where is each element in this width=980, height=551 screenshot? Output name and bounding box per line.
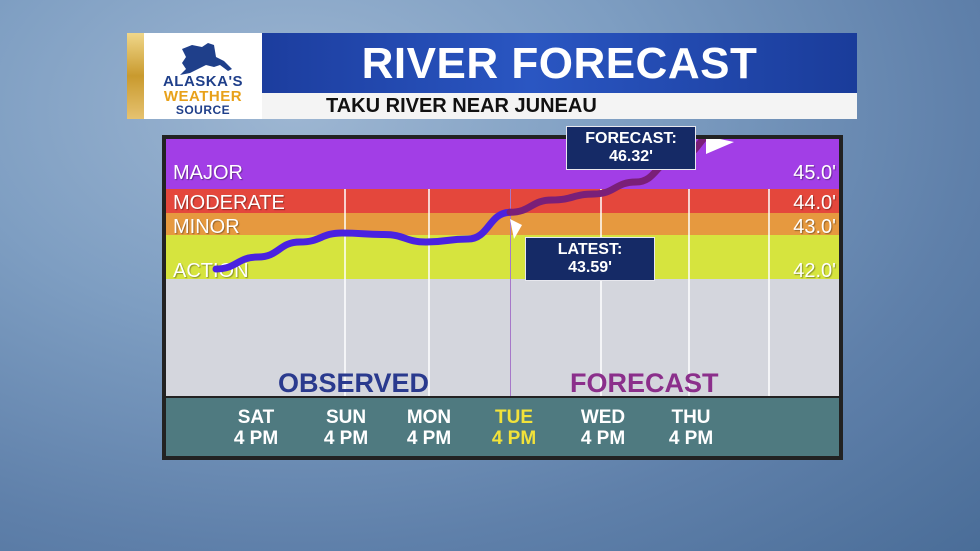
day-label-mon: MON 4 PM: [384, 407, 474, 449]
grid-line-mon: [428, 189, 430, 396]
day-label-wed: WED 4 PM: [558, 407, 648, 449]
day-axis: SAT 4 PM SUN 4 PM MON 4 PM TUE 4 PM WED 4 PM THU 4 …: [166, 398, 839, 456]
day-time: 4 PM: [406, 428, 452, 449]
day-label-thu: THU 4 PM: [646, 407, 736, 449]
band-action: [166, 235, 839, 279]
latest-callout: LATEST: 43.59': [525, 237, 655, 281]
stage-label-major: MAJOR: [173, 162, 243, 184]
page-title: RIVER FORECAST: [361, 39, 758, 88]
day-label-sun: SUN 4 PM: [301, 407, 391, 449]
grid-line-fri: [768, 189, 770, 396]
day-name: SAT: [237, 407, 275, 428]
day-name: SUN: [325, 407, 367, 428]
current-time-line: [510, 189, 511, 396]
day-label-tue: TUE 4 PM: [469, 407, 559, 449]
forecast-callout-value: 46.32': [609, 148, 653, 165]
forecast-label: FORECAST: [570, 368, 719, 396]
day-name: TUE: [495, 407, 533, 428]
day-time: 4 PM: [491, 428, 537, 449]
stage-level-major: 45.0': [793, 162, 836, 184]
day-name: THU: [671, 407, 711, 428]
band-minor: [166, 213, 839, 235]
logo-line3: SOURCE: [175, 103, 231, 117]
day-time: 4 PM: [233, 428, 279, 449]
latest-callout-value: 43.59': [568, 259, 612, 276]
day-time: 4 PM: [580, 428, 626, 449]
stage-label-minor: MINOR: [173, 216, 240, 238]
alaska-map-icon: [180, 43, 232, 75]
chart-area: MAJOR MODERATE MINOR ACTION 45.0' 44.0' …: [166, 139, 839, 396]
day-label-sat: SAT 4 PM: [211, 407, 301, 449]
stage-level-minor: 43.0': [793, 216, 836, 238]
grid-line-thu: [688, 189, 690, 396]
page-subtitle: TAKU RIVER NEAR JUNEAU: [326, 95, 597, 117]
day-time: 4 PM: [668, 428, 714, 449]
title-bar: RIVER FORECAST: [262, 33, 857, 93]
observed-series-line: [212, 208, 514, 273]
grid-line-sun: [344, 189, 346, 396]
band-moderate: [166, 189, 839, 213]
grid-line-wed: [600, 189, 602, 396]
observed-label: OBSERVED: [278, 368, 430, 396]
stage-curve: [212, 139, 734, 273]
latest-callout-label: LATEST:: [557, 241, 623, 258]
stage-level-moderate: 44.0': [793, 192, 836, 214]
header-banner: ALASKA'S WEATHER SOURCE RIVER FORECAST T…: [127, 33, 857, 119]
forecast-callout-label: FORECAST:: [585, 130, 677, 147]
forecast-callout: FORECAST: 46.32': [566, 126, 696, 170]
latest-pointer-icon: [510, 219, 522, 239]
stage-label-moderate: MODERATE: [173, 192, 285, 214]
day-name: WED: [580, 407, 626, 428]
day-name: MON: [406, 407, 452, 428]
logo-line1: ALASKA'S: [162, 73, 244, 90]
stage-level-action: 42.0': [793, 260, 836, 282]
logo-line2: WEATHER: [163, 88, 243, 105]
day-time: 4 PM: [323, 428, 369, 449]
subtitle-bar: TAKU RIVER NEAR JUNEAU: [262, 93, 857, 119]
station-logo: ALASKA'S WEATHER SOURCE: [144, 33, 262, 119]
band-major: [166, 139, 839, 189]
gold-accent-bar: [127, 33, 144, 119]
forecast-pointer-icon: [706, 139, 734, 154]
